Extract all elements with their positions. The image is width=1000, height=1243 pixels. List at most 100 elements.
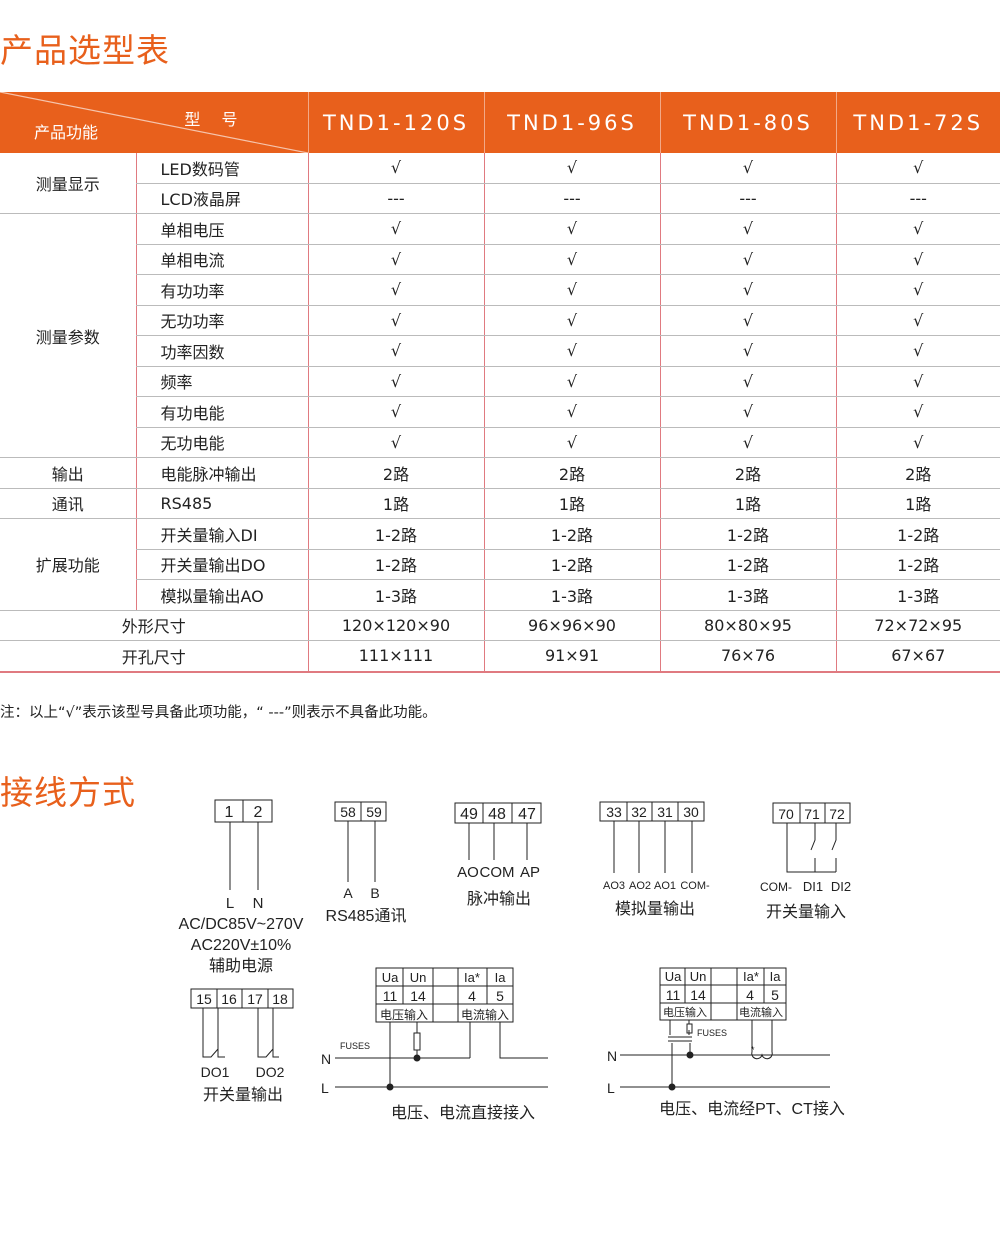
feature-value: √	[307, 396, 484, 428]
dimension-value: 96×96×90	[483, 610, 660, 641]
feature-value: 1-2路	[307, 518, 484, 550]
direct-connection-diagram: Ua Un Ia* Ia 11 14 4 5 电压输入 电流输入 FUSES N…	[321, 967, 548, 1122]
feature-label: 模拟量输出AO	[135, 579, 308, 611]
terminal-label: 16	[221, 991, 237, 1007]
dimension-value: 76×76	[659, 640, 836, 673]
neutral-label: N	[321, 1051, 331, 1067]
feature-value: √	[483, 244, 660, 275]
feature-value: 1-3路	[483, 579, 660, 611]
analog-output-diagram: 33 32 31 30 AO3 AO2 AO1 COM- 模拟量输出	[599, 801, 710, 918]
current-input-label: 电流输入	[461, 1007, 509, 1022]
terminal-label: 70	[778, 806, 794, 822]
feature-value: √	[659, 366, 836, 397]
diagram-caption: 开关量输入	[766, 903, 846, 921]
line-label: L	[321, 1080, 329, 1096]
terminal-number: 5	[496, 988, 504, 1004]
feature-value: 1路	[835, 488, 1000, 519]
feature-value: 2路	[483, 457, 660, 489]
wire-label: AO	[457, 864, 479, 881]
wire-label: DI2	[831, 879, 851, 894]
feature-value: 1-3路	[659, 579, 836, 611]
terminal-label: 32	[631, 804, 647, 820]
terminal-label: 18	[272, 991, 288, 1007]
feature-value: √	[307, 366, 484, 397]
diagram-caption: 电压、电流直接接入	[391, 1104, 535, 1122]
wire-label: A	[343, 885, 353, 901]
terminal-label: 33	[606, 804, 622, 820]
model-header: TND1-96S	[483, 92, 660, 153]
digital-input-diagram: 70 71 72 COM- DI1 DI2 开关量输入	[760, 802, 851, 921]
feature-value: 1-2路	[835, 549, 1000, 580]
feature-value: √	[483, 274, 660, 306]
feature-value: √	[659, 305, 836, 336]
rs485-wiring-diagram: 58 59 A B RS485通讯	[326, 801, 406, 925]
table-row: 外形尺寸 120×120×90 96×96×90 80×80×95 72×72×95	[0, 610, 1000, 641]
wire-label: COM-	[760, 880, 792, 894]
feature-value: 1-3路	[307, 579, 484, 611]
diagram-caption: 辅助电源	[209, 957, 273, 975]
model-header: TND1-120S	[307, 92, 484, 153]
diagram-caption: 开关量输出	[203, 1086, 283, 1104]
svg-text:*: *	[751, 1045, 755, 1055]
fuses-label: FUSES	[340, 1041, 370, 1051]
terminal-label: 31	[657, 804, 673, 820]
corner-function-label: 产品功能	[34, 123, 99, 142]
feature-value: √	[307, 335, 484, 367]
diagram-caption: 脉冲输出	[467, 890, 531, 908]
table-row: 无功电能 √ √ √ √	[0, 427, 1000, 458]
table-row: 开关量输出DO 1-2路 1-2路 1-2路 1-2路	[0, 549, 1000, 580]
terminal-label: 49	[460, 806, 478, 823]
function-group-label: 测量显示	[0, 153, 136, 214]
feature-value: √	[835, 427, 1000, 458]
pt-ct-connection-diagram: Ua Un Ia* Ia 11 14 4 5 电压输入 电流输入 * FUSES…	[607, 967, 845, 1118]
terminal-number: 4	[746, 987, 754, 1003]
terminal-head: Ia	[495, 970, 507, 985]
terminal-label: 15	[196, 991, 212, 1007]
digital-output-diagram: 15 16 17 18 DO1 DO2 开关量输出	[190, 988, 294, 1104]
wire-label: N	[253, 895, 264, 912]
wire-label: COM-	[680, 880, 710, 892]
feature-value: √	[835, 305, 1000, 336]
feature-label: 无功电能	[135, 427, 308, 458]
model-header: TND1-72S	[835, 92, 1000, 153]
dimension-value: 80×80×95	[659, 610, 836, 641]
table-row: 有功电能 √ √ √ √	[0, 396, 1000, 428]
diagram-caption: 模拟量输出	[615, 900, 695, 918]
feature-value: √	[659, 274, 836, 306]
function-group-label: 输出	[0, 457, 136, 489]
feature-label: 有功电能	[135, 396, 308, 428]
feature-value: √	[659, 244, 836, 275]
fuses-label: FUSES	[697, 1028, 727, 1038]
feature-value: ---	[307, 183, 484, 214]
feature-value: ---	[659, 183, 836, 214]
terminal-label: 2	[254, 804, 263, 821]
feature-value: √	[307, 213, 484, 245]
feature-value: √	[307, 427, 484, 458]
feature-value: √	[835, 366, 1000, 397]
feature-value: 1-2路	[483, 518, 660, 550]
terminal-number: 5	[771, 987, 779, 1003]
dimension-value: 72×72×95	[835, 610, 1000, 641]
wire-label: AO3	[603, 880, 625, 892]
terminal-head: Un	[690, 969, 707, 984]
feature-value: 1路	[483, 488, 660, 519]
feature-value: 1-3路	[835, 579, 1000, 611]
terminal-head: Ia	[770, 969, 782, 984]
table-row: 模拟量输出AO 1-3路 1-3路 1-3路 1-3路	[0, 579, 1000, 611]
feature-label: 电能脉冲输出	[135, 457, 308, 489]
wire-label: DO2	[256, 1064, 285, 1080]
voltage-input-label: 电压输入	[380, 1007, 428, 1022]
feature-value: √	[483, 305, 660, 336]
terminal-label: 71	[804, 806, 820, 822]
terminal-head: Ia*	[464, 970, 480, 985]
terminal-label: 58	[340, 804, 356, 820]
feature-value: √	[483, 335, 660, 367]
terminal-head: Un	[410, 970, 427, 985]
feature-value: √	[483, 427, 660, 458]
section-title-selection: 产品选型表	[0, 31, 170, 70]
corner-model-label: 型 号	[184, 110, 246, 129]
voltage-range: AC/DC85V~270V	[179, 916, 304, 933]
feature-value: 1-2路	[659, 549, 836, 580]
table-row: 输出 电能脉冲输出 2路 2路 2路 2路	[0, 457, 1000, 489]
